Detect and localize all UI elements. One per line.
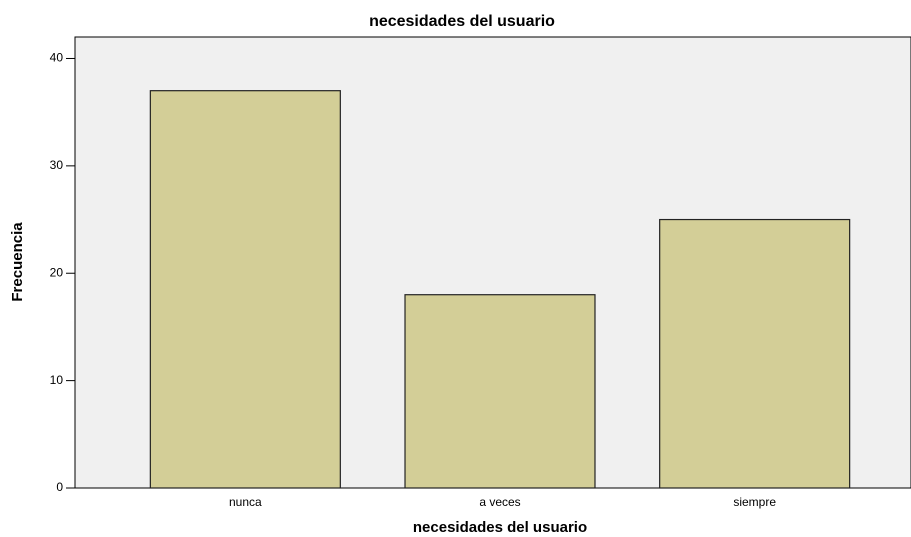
y-tick-label: 30	[50, 158, 64, 172]
bar	[659, 218, 851, 489]
bar	[149, 90, 341, 489]
x-tick-label: nunca	[229, 495, 262, 509]
chart-title: necesidades del usuario	[369, 13, 555, 30]
x-tick-label: siempre	[733, 495, 776, 509]
bar	[404, 294, 596, 489]
y-tick-label: 0	[56, 480, 63, 494]
y-tick-label: 40	[50, 51, 64, 65]
y-tick-label: 10	[50, 373, 64, 387]
y-tick-label: 20	[50, 265, 64, 279]
y-axis-label: Frecuencia	[9, 222, 26, 302]
x-tick-label: a veces	[479, 495, 520, 509]
x-axis-label: necesidades del usuario	[413, 519, 587, 536]
